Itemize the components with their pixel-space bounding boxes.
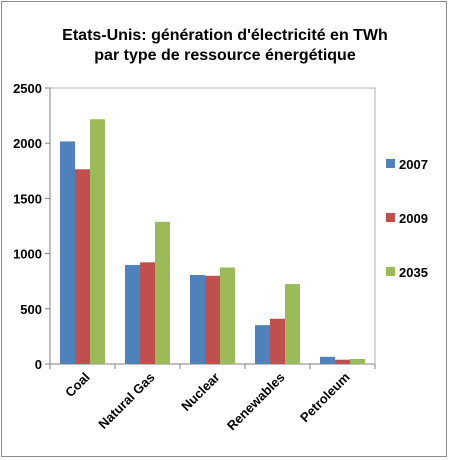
y-tick-label: 0 xyxy=(35,357,42,372)
bar-nuclear-2007 xyxy=(190,275,205,364)
legend-swatch-2007 xyxy=(386,159,395,168)
legend-label-2035: 2035 xyxy=(399,265,428,280)
bar-coal-2009 xyxy=(75,169,90,364)
x-tick-label: Renewables xyxy=(224,370,288,434)
x-tick-label: Nuclear xyxy=(178,370,222,414)
bar-natural-gas-2009 xyxy=(140,262,155,364)
bar-natural-gas-2035 xyxy=(155,221,170,364)
x-tick-label: Natural Gas xyxy=(95,370,157,432)
chart-title-line1: Etats-Unis: génération d'électricité en … xyxy=(62,27,388,44)
legend-swatch-2009 xyxy=(386,213,395,222)
y-tick-label: 2500 xyxy=(13,81,42,96)
chart-title: Etats-Unis: génération d'électricité en … xyxy=(0,26,450,66)
bar-renewables-2009 xyxy=(270,318,285,364)
bar-petroleum-2007 xyxy=(320,356,335,364)
bar-coal-2007 xyxy=(60,141,75,364)
legend-label-2009: 2009 xyxy=(399,211,428,226)
bar-renewables-2035 xyxy=(285,284,300,364)
bar-petroleum-2009 xyxy=(335,359,350,364)
legend-label-2007: 2007 xyxy=(399,157,428,172)
y-tick-label: 1500 xyxy=(13,191,42,206)
x-tick-label: Petroleum xyxy=(297,370,353,426)
y-tick-label: 1000 xyxy=(13,247,42,262)
legend-swatch-2035 xyxy=(386,267,395,276)
bar-renewables-2007 xyxy=(255,325,270,364)
bar-petroleum-2035 xyxy=(350,358,365,364)
x-tick-label: Coal xyxy=(62,370,93,401)
y-tick-label: 500 xyxy=(20,302,42,317)
bar-coal-2035 xyxy=(90,119,105,365)
chart-title-line2: par type de ressource énergétique xyxy=(94,47,356,64)
y-tick-label: 2000 xyxy=(13,136,42,151)
bar-nuclear-2009 xyxy=(205,275,220,364)
bar-nuclear-2035 xyxy=(220,267,235,364)
bar-natural-gas-2007 xyxy=(125,264,140,364)
